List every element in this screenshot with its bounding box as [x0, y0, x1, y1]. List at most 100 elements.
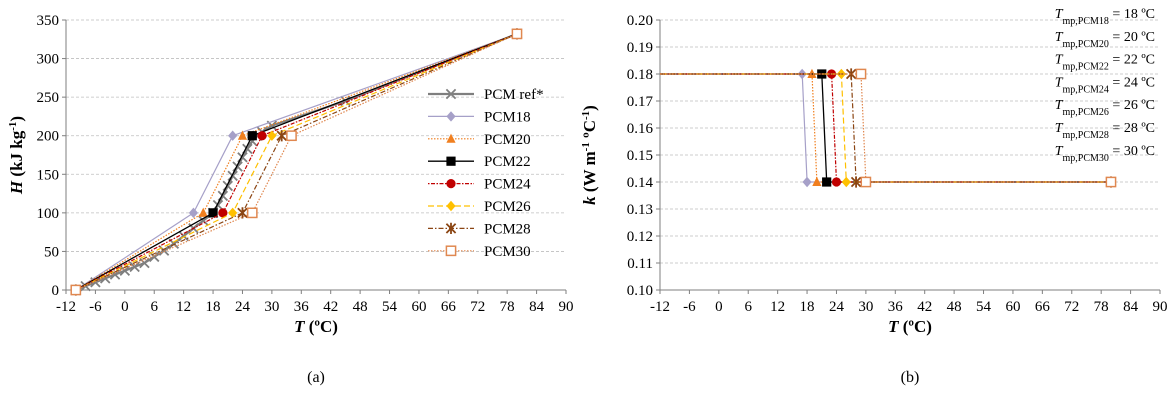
data-point — [247, 131, 257, 141]
x-tick-label: -12 — [650, 299, 670, 315]
y-tick-label: 0.15 — [627, 148, 653, 164]
series-line — [75, 33, 518, 291]
legend-label: PCM28 — [484, 221, 531, 237]
series-line — [660, 73, 1111, 183]
chart-a-enthalpy: 0 50 100 150 200 250 300 350 -12 -6 0 6 12 18 24 30 36 42… — [7, 13, 574, 386]
annotation-text: Tmp,PCM26 = 26 ºC — [1055, 98, 1155, 118]
x-tick-label: 24 — [829, 299, 845, 315]
x-tick-label: 12 — [176, 299, 191, 315]
data-point — [129, 261, 140, 273]
x-tick-label: 18 — [800, 299, 815, 315]
data-point — [178, 230, 189, 242]
legend-entry-4: PCM24 — [428, 177, 531, 193]
legend-marker — [446, 156, 456, 166]
x-tick-label: 84 — [1123, 299, 1139, 315]
chart-caption: (a) — [307, 369, 325, 386]
legend-entry-1: PCM18 — [428, 109, 531, 125]
y-tick-label: 350 — [37, 13, 60, 29]
legend-marker — [446, 111, 456, 122]
data-point — [267, 130, 277, 141]
x-axis-label: T (ºC) — [294, 317, 338, 336]
series-line — [75, 33, 518, 291]
legend-marker — [445, 222, 457, 234]
y-tick-label: 300 — [37, 52, 60, 68]
data-point — [139, 257, 150, 269]
series-6 — [660, 68, 1117, 188]
y-tick-label: 0.10 — [627, 283, 653, 299]
data-point — [237, 130, 248, 140]
x-tick-label: 30 — [858, 299, 873, 315]
x-tick-label: 42 — [917, 299, 932, 315]
x-tick-label: 0 — [121, 299, 129, 315]
y-tick-label: 0.18 — [627, 67, 653, 83]
y-axis-label: H (kJ kg-1) — [7, 116, 26, 195]
x-tick-label: -12 — [56, 299, 76, 315]
legend-entry-0: PCM ref* — [428, 87, 544, 103]
data-point — [198, 215, 209, 226]
data-point — [831, 177, 842, 187]
x-tick-label: -6 — [683, 299, 696, 315]
y-tick-label: 0.13 — [627, 202, 653, 218]
legend-label: PCM20 — [484, 132, 531, 148]
legend-marker — [445, 245, 457, 257]
x-tick-label: 78 — [500, 299, 515, 315]
chart-b-conductivity: 0.10 0.11 0.12 0.13 0.14 0.15 0.16 0.17 0.18 0.19… — [580, 7, 1168, 386]
legend-entry-7: PCM30 — [428, 244, 531, 260]
data-point — [70, 284, 82, 296]
series-7 — [70, 28, 523, 296]
y-tick-label: 0.19 — [627, 40, 653, 56]
data-point — [227, 170, 238, 182]
series-line — [75, 33, 518, 291]
x-axis-label: T (ºC) — [888, 317, 932, 336]
y-tick-label: 0.20 — [627, 13, 653, 29]
legend: PCM ref* PCM18 PCM20 PCM22 PCM24 PCM26 PCM28 PC… — [428, 87, 544, 260]
legend-marker — [446, 133, 456, 143]
x-tick-label: 78 — [1094, 299, 1109, 315]
data-point — [246, 207, 258, 219]
x-tick-label: 54 — [976, 299, 992, 315]
y-tick-label: 150 — [37, 167, 60, 183]
data-point — [802, 176, 812, 188]
data-point — [198, 207, 208, 217]
legend-entry-5: PCM26 — [428, 199, 531, 215]
data-point — [257, 131, 267, 141]
x-tick-label: 12 — [770, 299, 785, 315]
x-tick-label: 18 — [206, 299, 221, 315]
series-line — [75, 33, 518, 291]
x-tick-label: 48 — [947, 299, 962, 315]
data-point — [855, 68, 867, 80]
legend-label: PCM18 — [484, 109, 531, 125]
x-tick-label: 42 — [323, 299, 338, 315]
x-tick-label: 6 — [744, 299, 752, 315]
data-point — [276, 130, 287, 142]
data-point — [845, 68, 857, 80]
data-point — [286, 130, 297, 142]
y-tick-label: 0.11 — [627, 256, 653, 272]
annotation-text: Tmp,PCM22 = 22 ºC — [1055, 53, 1155, 73]
series-line — [660, 73, 1111, 183]
x-tick-label: 90 — [1153, 299, 1168, 315]
data-point — [228, 130, 238, 141]
data-point — [822, 177, 832, 187]
y-tick-label: 0.17 — [627, 94, 654, 110]
x-tick-label: 66 — [1035, 299, 1051, 315]
y-tick-label: 50 — [44, 244, 59, 260]
legend-label: PCM ref* — [484, 87, 544, 103]
x-tick-label: 36 — [888, 299, 904, 315]
x-tick-label: 72 — [1064, 299, 1079, 315]
legend-label: PCM30 — [484, 244, 531, 260]
legend-label: PCM24 — [484, 177, 531, 193]
data-point — [812, 176, 822, 186]
data-point — [188, 207, 199, 219]
y-tick-label: 250 — [37, 90, 60, 106]
data-point — [148, 251, 160, 263]
melting-point-annotations: Tmp,PCM18 = 18 ºC Tmp,PCM20 = 20 ºC Tmp,PC… — [1055, 7, 1155, 163]
x-tick-label: 84 — [529, 299, 545, 315]
data-point — [228, 207, 238, 219]
y-axis-label: k (W m-1 ºC-1) — [580, 105, 599, 205]
x-tick-label: 24 — [235, 299, 251, 315]
y-tick-label: 0.14 — [627, 175, 654, 191]
legend-marker — [445, 88, 457, 100]
x-tick-label: 90 — [559, 299, 574, 315]
